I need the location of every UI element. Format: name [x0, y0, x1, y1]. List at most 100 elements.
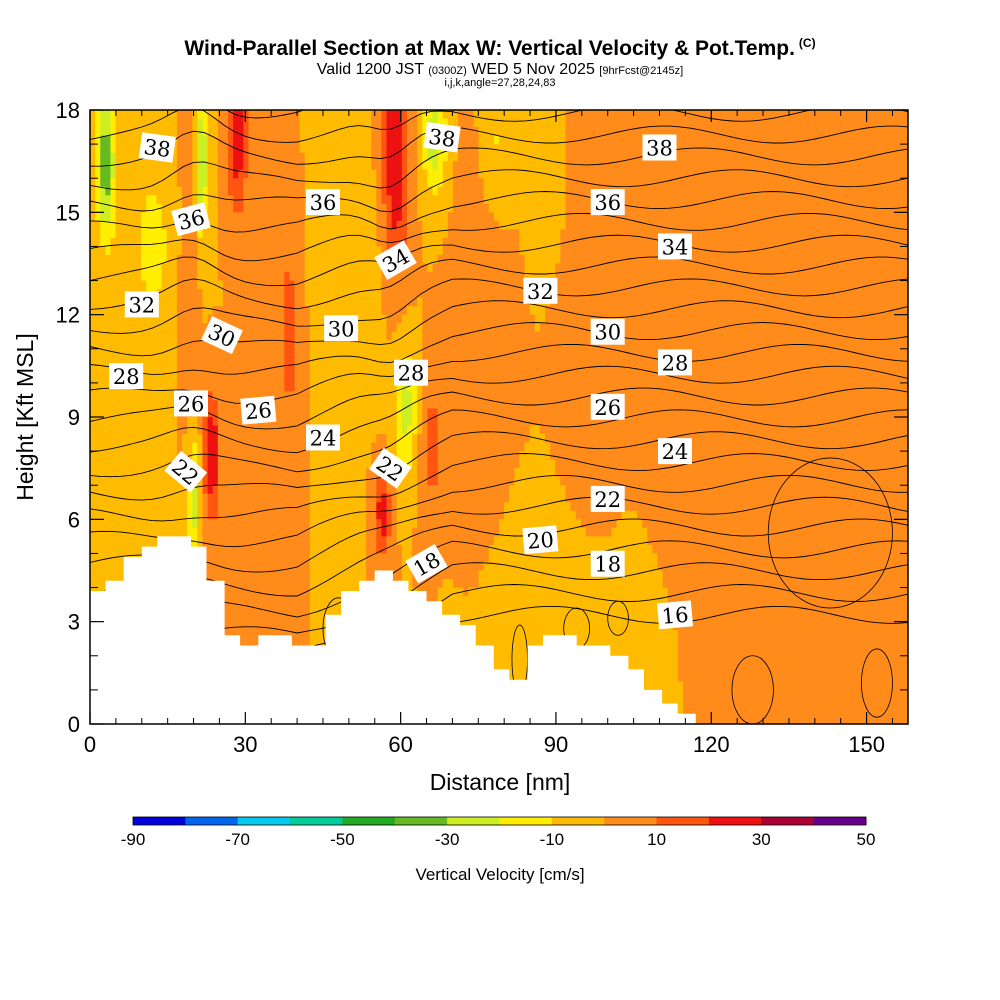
field-cell	[396, 391, 403, 401]
field-cell	[197, 178, 209, 188]
x-tick-label: 90	[544, 732, 568, 757]
isentrope-label-box	[405, 543, 448, 584]
field-cell	[417, 212, 449, 222]
field-cell	[90, 152, 96, 162]
field-cell	[192, 118, 198, 128]
field-cell	[483, 561, 659, 572]
field-cell	[90, 246, 106, 256]
field-cell	[427, 425, 439, 435]
field-cell	[478, 144, 567, 154]
field-cell	[366, 510, 377, 520]
field-cell	[90, 357, 178, 367]
field-cell	[233, 110, 244, 120]
field-cell	[524, 272, 556, 282]
field-cell	[550, 289, 908, 299]
field-cell	[217, 186, 229, 196]
field-cell	[90, 348, 178, 358]
field-cell	[309, 459, 372, 469]
field-cell	[683, 706, 908, 717]
isentrope-line	[90, 169, 908, 213]
field-cell	[417, 493, 510, 503]
field-cell	[376, 502, 388, 512]
field-cell	[166, 237, 183, 248]
field-cell	[611, 527, 648, 537]
field-cell	[202, 314, 209, 324]
field-cell	[565, 493, 908, 503]
field-cell	[176, 382, 285, 393]
field-cell	[146, 203, 163, 213]
colorbar-tick-label: -10	[540, 830, 565, 849]
field-cell	[309, 434, 377, 444]
field-cell	[529, 425, 541, 435]
field-cell	[202, 493, 209, 503]
field-cell	[207, 459, 219, 469]
field-cell	[417, 587, 439, 597]
field-cell	[422, 306, 531, 316]
field-cell	[176, 110, 193, 120]
field-cell	[447, 152, 459, 162]
field-cell	[90, 544, 188, 555]
isentrope-label-text: 32	[128, 293, 155, 317]
field-cell	[437, 459, 521, 469]
isentrope-line	[90, 278, 908, 334]
field-cell	[309, 408, 398, 418]
field-cell	[386, 519, 393, 529]
isentrope-label-box	[171, 202, 211, 237]
field-cell	[565, 203, 908, 213]
field-cell	[304, 246, 383, 256]
field-cell	[519, 229, 561, 239]
field-cell	[555, 459, 908, 469]
field-cell	[376, 229, 388, 239]
field-cell	[417, 451, 429, 461]
isentrope-label-box	[522, 525, 559, 555]
field-cell	[284, 340, 296, 350]
field-cell	[417, 510, 505, 520]
field-cell	[401, 570, 413, 580]
field-cell	[141, 246, 168, 256]
field-cell	[217, 178, 229, 188]
field-cell	[406, 127, 418, 137]
field-cell	[176, 425, 188, 435]
field-cell	[284, 323, 296, 333]
field-cell	[207, 144, 219, 154]
field-cell	[391, 502, 398, 512]
field-cell	[115, 169, 178, 179]
field-cell	[309, 399, 398, 410]
field-cell	[228, 169, 234, 179]
field-cell	[115, 110, 178, 120]
field-cell	[202, 459, 209, 469]
field-cell	[243, 110, 250, 120]
field-cell	[458, 135, 480, 145]
field-cell	[95, 152, 101, 162]
field-cell	[294, 340, 311, 350]
field-cell	[417, 596, 439, 606]
field-cell	[197, 135, 209, 145]
field-cell	[422, 340, 908, 350]
y-tick-label: 15	[56, 200, 80, 225]
field-cell	[401, 144, 408, 154]
field-cell	[437, 110, 444, 120]
field-cell	[187, 510, 193, 520]
valid-date: WED 5 Nov 2025	[471, 61, 595, 78]
field-cell	[417, 144, 423, 154]
field-cell	[115, 161, 178, 171]
field-cell	[207, 621, 311, 631]
field-cell	[417, 127, 423, 137]
field-cell	[207, 127, 219, 137]
field-cell	[197, 459, 204, 469]
field-cell	[683, 715, 908, 724]
field-cell	[110, 135, 117, 145]
field-cell	[176, 144, 193, 154]
colorbar-swatch	[237, 817, 291, 825]
colorbar-swatch	[551, 817, 605, 825]
field-cell	[100, 110, 112, 120]
field-cell	[422, 399, 908, 410]
isentrope-label-box	[590, 550, 625, 577]
field-cell	[371, 144, 383, 154]
field-cell	[396, 536, 413, 546]
field-cell	[412, 442, 418, 452]
field-cell	[284, 348, 296, 358]
field-cell	[545, 434, 908, 444]
isentrope-label-box	[590, 393, 625, 420]
field-cell	[478, 127, 567, 137]
